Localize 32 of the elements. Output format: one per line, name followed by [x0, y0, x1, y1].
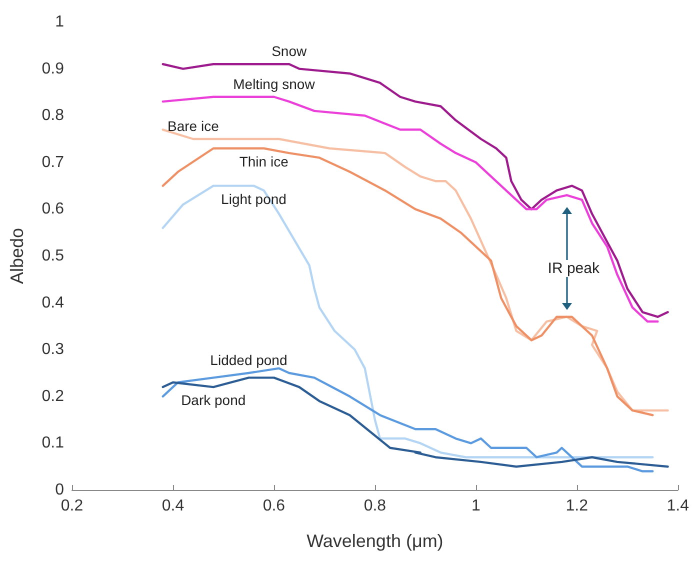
line-series — [162, 184, 654, 458]
line-series — [162, 367, 654, 472]
series-label: Melting snow — [233, 76, 316, 92]
x-axis-title: Wavelength (μm) — [306, 531, 444, 551]
y-tick-label: 0.7 — [42, 154, 64, 171]
line-series — [162, 63, 669, 318]
x-tick-label: 1.4 — [666, 498, 690, 514]
series-label: Thin ice — [239, 153, 289, 170]
line-series — [162, 96, 659, 323]
x-tick-label: 1 — [471, 498, 480, 514]
y-tick-label: 0.4 — [42, 294, 64, 312]
y-tick-label: 0.1 — [42, 434, 64, 452]
series-label: Light pond — [221, 190, 286, 207]
y-tick-label: 0.2 — [42, 388, 64, 405]
y-tick-label: 1 — [55, 14, 64, 30]
x-tick-label: 0.8 — [364, 498, 386, 514]
y-axis-title: Albedo — [7, 228, 27, 284]
series-label: Bare ice — [167, 118, 220, 134]
y-tick-label: 0.3 — [42, 341, 64, 358]
y-tick-label: 0.5 — [42, 248, 64, 264]
x-tick-label: 1.2 — [566, 498, 588, 514]
x-tick-label: 0.4 — [162, 498, 184, 514]
y-tick-label: 0.9 — [42, 60, 64, 78]
y-tick-label: 0.8 — [42, 107, 64, 124]
y-tick-label: 0 — [55, 482, 64, 498]
annotation: IR peak — [546, 260, 600, 278]
y-tick-label: 0.6 — [42, 200, 64, 218]
series-label: Dark pond — [181, 392, 246, 408]
x-tick-label: 0.6 — [262, 498, 286, 514]
series-label: Snow — [272, 43, 308, 60]
line-series — [162, 376, 669, 468]
series-label: Lidded pond — [210, 352, 288, 368]
